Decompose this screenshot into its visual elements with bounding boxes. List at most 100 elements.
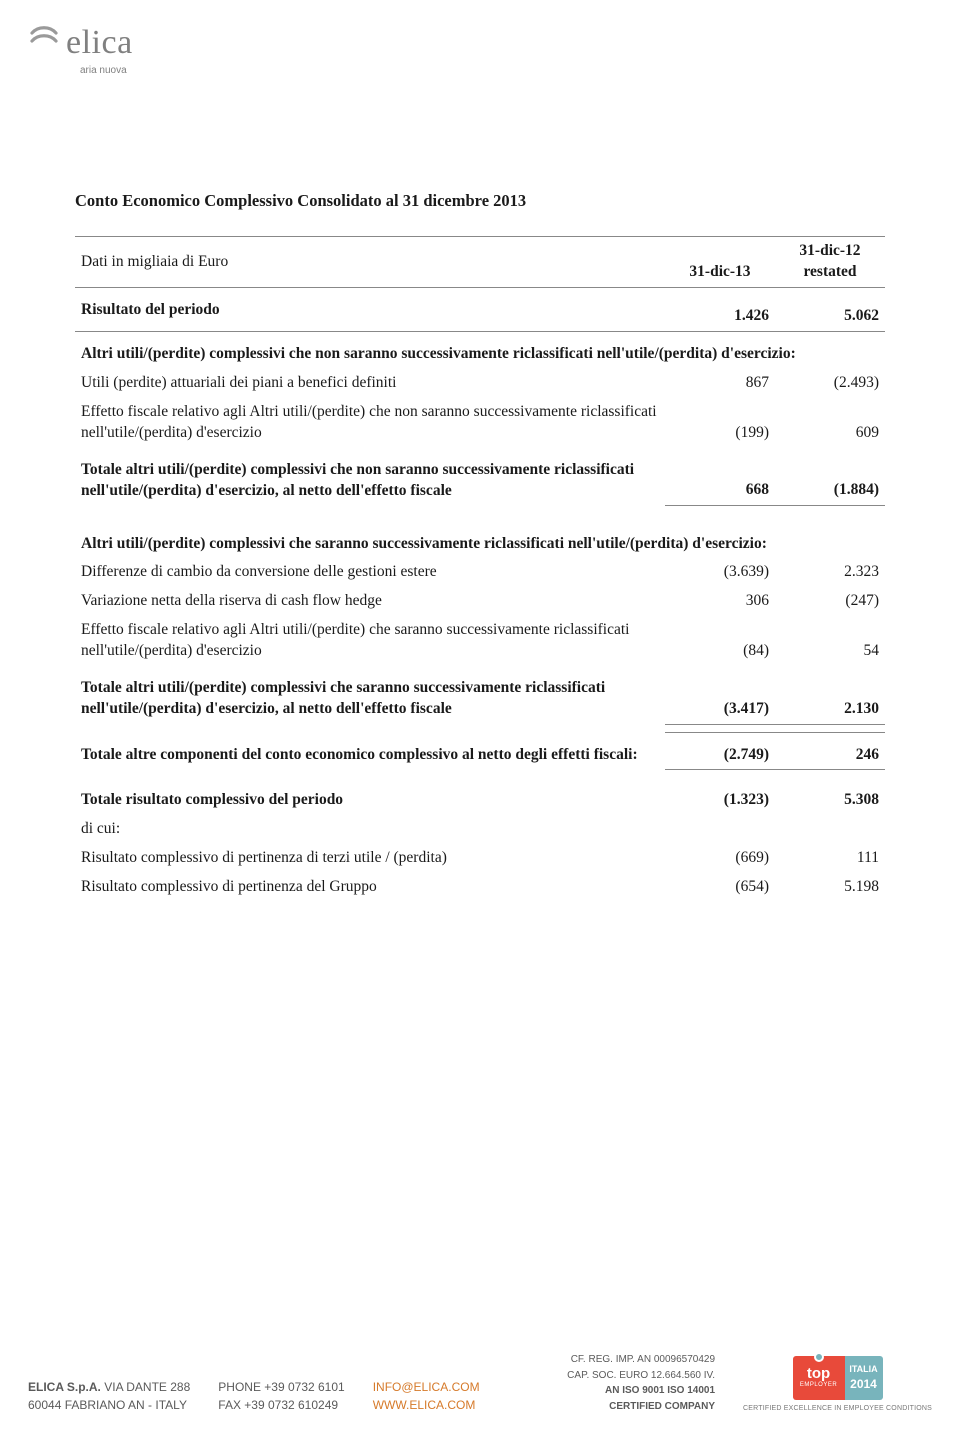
footer-iso1: AN ISO 9001 ISO 14001 bbox=[605, 1384, 715, 1398]
table-header-row: Dati in migliaia di Euro 31-dic-13 31-di… bbox=[75, 237, 885, 288]
value-col1: (199) bbox=[665, 398, 775, 448]
header-desc: Dati in migliaia di Euro bbox=[75, 237, 665, 288]
value-col2: 5.198 bbox=[775, 873, 885, 902]
footer-email: INFO@ELICA.COM bbox=[373, 1379, 480, 1395]
value-col1: 1.426 bbox=[665, 296, 775, 331]
row-sec1-total: Totale altri utili/(perdite) complessivi… bbox=[75, 456, 885, 506]
page: elica aria nuova Conto Economico Comples… bbox=[0, 0, 960, 1439]
label: Totale altre componenti del conto econom… bbox=[75, 741, 665, 770]
top-employer-badge: top EMPLOYER ITALIA 2014 bbox=[793, 1356, 883, 1400]
header-col2: 31-dic-12 restated bbox=[775, 237, 885, 288]
header-col1: 31-dic-13 bbox=[665, 237, 775, 288]
value-col2: 609 bbox=[775, 398, 885, 448]
footer-iso2: CERTIFIED COMPANY bbox=[609, 1400, 715, 1414]
spacer bbox=[75, 514, 885, 522]
label: Utili (perdite) attuariali dei piani a b… bbox=[75, 369, 665, 398]
income-statement-table: Dati in migliaia di Euro 31-dic-13 31-di… bbox=[75, 236, 885, 901]
spacer bbox=[75, 332, 885, 341]
row-sec2-r1: Differenze di cambio da conversione dell… bbox=[75, 558, 885, 587]
footer-badge-block: top EMPLOYER ITALIA 2014 CERTIFIED EXCEL… bbox=[743, 1356, 932, 1413]
badge-year: 2014 bbox=[850, 1376, 877, 1392]
value-col2: 246 bbox=[775, 741, 885, 770]
spacer bbox=[75, 522, 885, 530]
footer-legal-block: CF. REG. IMP. AN 00096570429 CAP. SOC. E… bbox=[567, 1353, 715, 1413]
value-col2: (247) bbox=[775, 587, 885, 616]
row-di-cui: di cui: bbox=[75, 815, 885, 844]
row-sec2-heading: Altri utili/(perdite) complessivi che sa… bbox=[75, 530, 885, 559]
footer-reg: CF. REG. IMP. AN 00096570429 bbox=[571, 1353, 715, 1367]
value-col1: (3.639) bbox=[665, 558, 775, 587]
badge-country: ITALIA bbox=[849, 1363, 877, 1375]
value-col1: (2.749) bbox=[665, 741, 775, 770]
value-col2: (1.884) bbox=[775, 456, 885, 506]
footer-addr2: 60044 FABRIANO AN - ITALY bbox=[28, 1397, 190, 1413]
header-col2-line1: 31-dic-12 bbox=[799, 242, 860, 259]
footer-phone: PHONE +39 0732 6101 bbox=[218, 1379, 344, 1395]
row-sec2-r3: Effetto fiscale relativo agli Altri util… bbox=[75, 616, 885, 666]
footer-fax: FAX +39 0732 610249 bbox=[218, 1397, 344, 1413]
logo-swirl-icon bbox=[28, 20, 60, 52]
document-title: Conto Economico Complessivo Consolidato … bbox=[75, 190, 885, 212]
value-col2: (2.493) bbox=[775, 369, 885, 398]
row-sec1-r1: Utili (perdite) attuariali dei piani a b… bbox=[75, 369, 885, 398]
label: Risultato del periodo bbox=[75, 296, 665, 331]
footer-phone-block: PHONE +39 0732 6101 FAX +39 0732 610249 bbox=[218, 1379, 344, 1413]
footer-web-block: INFO@ELICA.COM WWW.ELICA.COM bbox=[373, 1379, 480, 1413]
logo-tagline: aria nuova bbox=[66, 64, 127, 78]
value-col2: 2.323 bbox=[775, 558, 885, 587]
row-sec2-r2: Variazione netta della riserva di cash f… bbox=[75, 587, 885, 616]
value-col2: 54 bbox=[775, 616, 885, 666]
badge-top: top bbox=[807, 1366, 830, 1381]
label: Variazione netta della riserva di cash f… bbox=[75, 587, 665, 616]
logo-word: elica bbox=[66, 20, 133, 66]
label: Effetto fiscale relativo agli Altri util… bbox=[75, 616, 665, 666]
value-col2: 2.130 bbox=[775, 674, 885, 724]
spacer bbox=[75, 666, 885, 674]
row-terzi: Risultato complessivo di pertinenza di t… bbox=[75, 844, 885, 873]
label: di cui: bbox=[75, 815, 885, 844]
footer-web: WWW.ELICA.COM bbox=[373, 1397, 480, 1413]
badge-cert-line: CERTIFIED EXCELLENCE IN EMPLOYEE CONDITI… bbox=[743, 1404, 932, 1413]
page-footer: ELICA S.p.A. VIA DANTE 288 60044 FABRIAN… bbox=[0, 1353, 960, 1413]
value-col1: 306 bbox=[665, 587, 775, 616]
footer-addr1: VIA DANTE 288 bbox=[104, 1380, 190, 1394]
row-sec1-r2: Effetto fiscale relativo agli Altri util… bbox=[75, 398, 885, 448]
value-col2: 111 bbox=[775, 844, 885, 873]
spacer bbox=[75, 778, 885, 786]
rule-under-sec2-total bbox=[75, 724, 885, 732]
value-col2: 5.062 bbox=[775, 296, 885, 331]
brand-logo: elica aria nuova bbox=[28, 20, 133, 77]
label: Totale altri utili/(perdite) complessivi… bbox=[75, 456, 665, 506]
row-gruppo: Risultato complessivo di pertinenza del … bbox=[75, 873, 885, 902]
label: Totale altri utili/(perdite) complessivi… bbox=[75, 674, 665, 724]
value-col2: 5.308 bbox=[775, 786, 885, 815]
label: Totale risultato complessivo del periodo bbox=[75, 786, 665, 815]
spacer bbox=[75, 448, 885, 456]
rule-under-altre-total bbox=[75, 770, 885, 778]
row-total-periodo: Totale risultato complessivo del periodo… bbox=[75, 786, 885, 815]
value-col1: (654) bbox=[665, 873, 775, 902]
value-col1: (669) bbox=[665, 844, 775, 873]
footer-address: ELICA S.p.A. VIA DANTE 288 60044 FABRIAN… bbox=[28, 1379, 190, 1413]
row-sec1-heading: Altri utili/(perdite) complessivi che no… bbox=[75, 340, 885, 369]
footer-brand: ELICA S.p.A. bbox=[28, 1380, 101, 1394]
value-col1: 867 bbox=[665, 369, 775, 398]
row-risultato: Risultato del periodo 1.426 5.062 bbox=[75, 296, 885, 331]
label: Differenze di cambio da conversione dell… bbox=[75, 558, 665, 587]
rule-under-sec1-total bbox=[75, 506, 885, 514]
label: Altri utili/(perdite) complessivi che no… bbox=[75, 340, 885, 369]
value-col1: (84) bbox=[665, 616, 775, 666]
value-col1: 668 bbox=[665, 456, 775, 506]
label: Risultato complessivo di pertinenza di t… bbox=[75, 844, 665, 873]
header-col2-line2: restated bbox=[803, 263, 856, 280]
label: Risultato complessivo di pertinenza del … bbox=[75, 873, 665, 902]
row-altre-total: Totale altre componenti del conto econom… bbox=[75, 741, 885, 770]
label: Effetto fiscale relativo agli Altri util… bbox=[75, 398, 665, 448]
document-body: Conto Economico Complessivo Consolidato … bbox=[75, 190, 885, 902]
label: Altri utili/(perdite) complessivi che sa… bbox=[75, 530, 885, 559]
value-col1: (3.417) bbox=[665, 674, 775, 724]
spacer bbox=[75, 732, 885, 741]
footer-cap: CAP. SOC. EURO 12.664.560 IV. bbox=[567, 1369, 715, 1383]
value-col1: (1.323) bbox=[665, 786, 775, 815]
row-sec2-total: Totale altri utili/(perdite) complessivi… bbox=[75, 674, 885, 724]
